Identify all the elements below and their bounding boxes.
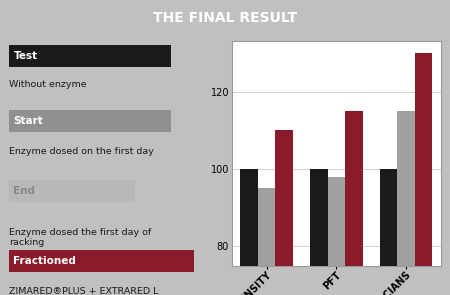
Bar <box>275 130 293 295</box>
Text: End: End <box>14 186 36 196</box>
Bar <box>310 169 328 295</box>
Bar <box>415 53 432 295</box>
FancyBboxPatch shape <box>9 110 171 132</box>
Text: Without enzyme: Without enzyme <box>9 80 86 88</box>
Text: THE FINAL RESULT: THE FINAL RESULT <box>153 11 297 25</box>
Bar <box>345 111 363 295</box>
Text: Enzyme dosed the first day of
racking: Enzyme dosed the first day of racking <box>9 227 151 247</box>
FancyBboxPatch shape <box>9 250 194 272</box>
Text: Test: Test <box>14 51 38 61</box>
Text: Enzyme dosed on the first day: Enzyme dosed on the first day <box>9 147 154 156</box>
Bar <box>258 188 275 295</box>
Bar <box>328 177 345 295</box>
Bar <box>380 169 397 295</box>
Text: Fractioned: Fractioned <box>14 256 76 266</box>
FancyBboxPatch shape <box>9 45 171 67</box>
Text: ZIMARED®PLUS + EXTRARED L
according to the procedure described: ZIMARED®PLUS + EXTRARED L according to t… <box>9 287 188 295</box>
Text: Start: Start <box>14 116 43 126</box>
Bar <box>397 111 415 295</box>
Bar <box>240 169 258 295</box>
FancyBboxPatch shape <box>9 180 135 202</box>
